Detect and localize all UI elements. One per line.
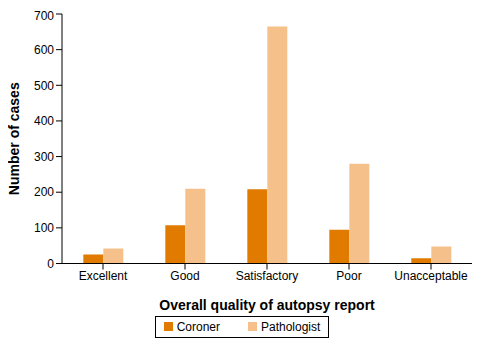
svg-text:Number of cases: Number of cases [8,82,22,195]
svg-text:0: 0 [47,257,54,271]
svg-text:Unacceptable: Unacceptable [394,269,468,283]
svg-text:100: 100 [34,221,54,235]
svg-text:Good: Good [170,269,199,283]
svg-text:Poor: Poor [336,269,361,283]
svg-text:Satisfactory: Satisfactory [236,269,299,283]
svg-text:Excellent: Excellent [79,269,128,283]
svg-text:600: 600 [34,43,54,57]
svg-text:500: 500 [34,79,54,93]
svg-text:200: 200 [34,185,54,199]
html-text:Pathologist: Pathologist [261,319,321,334]
html-text:Coroner: Coroner [176,319,220,334]
svg-text:700: 700 [34,9,54,23]
svg-text:400: 400 [34,114,54,128]
svg-text:300: 300 [34,150,54,164]
svg-text:Overall quality of autopsy rep: Overall quality of autopsy report [159,297,375,313]
